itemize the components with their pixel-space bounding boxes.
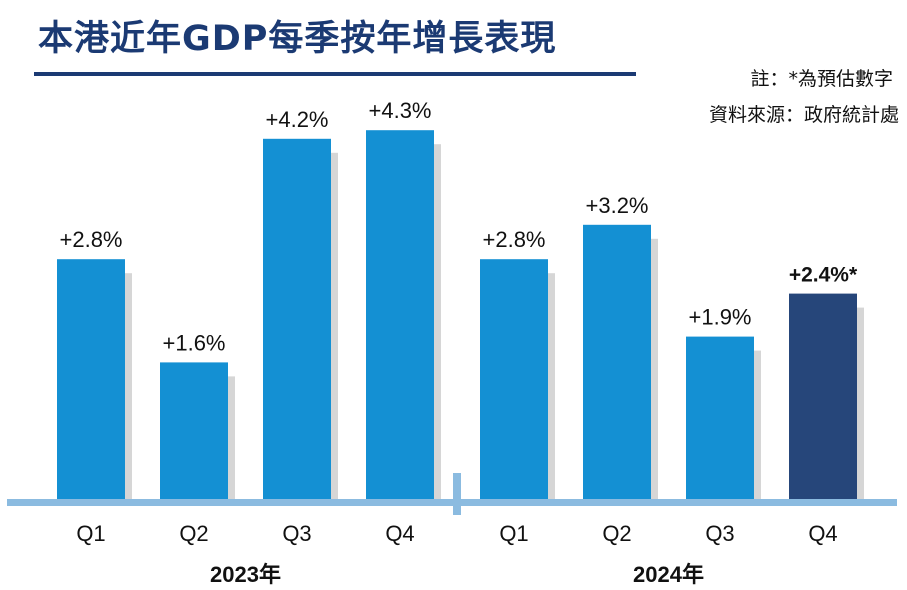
- axis-break-marker: [453, 473, 461, 515]
- year-group-label: 2023年: [210, 562, 281, 587]
- data-label: +1.9%: [689, 305, 752, 330]
- category-label: Q4: [808, 521, 837, 546]
- x-axis-line: [7, 499, 897, 506]
- data-label: +2.8%: [60, 227, 123, 252]
- data-label: +1.6%: [163, 330, 226, 355]
- category-label: Q1: [76, 521, 105, 546]
- data-label: +4.2%: [266, 107, 329, 132]
- bar: [583, 224, 651, 501]
- bar: [160, 362, 228, 500]
- data-label: +2.4%*: [789, 264, 858, 287]
- estimate-note: 註：*為預估數字: [750, 68, 893, 90]
- chart-title: 本港近年GDP每季按年增長表現: [38, 19, 557, 59]
- data-label: +4.3%: [369, 98, 432, 123]
- year-group-label: 2024年: [633, 562, 704, 587]
- bar: [263, 138, 331, 501]
- bar: [686, 336, 754, 500]
- data-label: +3.2%: [586, 193, 649, 218]
- bar: [57, 259, 125, 500]
- category-label: Q2: [602, 521, 631, 546]
- category-label: Q3: [282, 521, 311, 546]
- bar: [480, 259, 548, 500]
- category-label: Q2: [179, 521, 208, 546]
- bar: [366, 130, 434, 500]
- bar: [789, 293, 857, 500]
- title-underline: [34, 72, 636, 76]
- category-label: Q4: [385, 521, 414, 546]
- source-note: 資料來源：政府統計處: [708, 104, 899, 126]
- category-label: Q3: [705, 521, 734, 546]
- category-label: Q1: [499, 521, 528, 546]
- data-label: +2.8%: [483, 227, 546, 252]
